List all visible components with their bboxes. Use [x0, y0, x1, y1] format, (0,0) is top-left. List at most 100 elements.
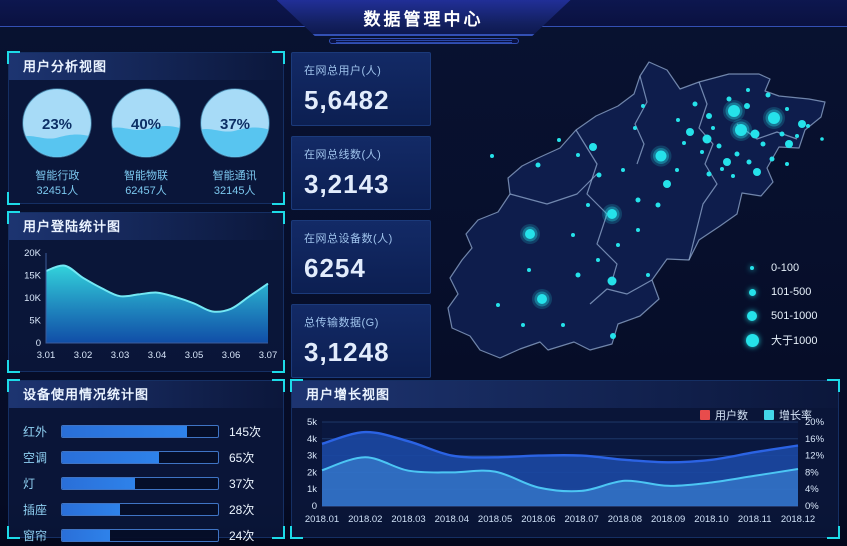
growth-legend-label: 增长率: [779, 410, 812, 422]
province-border: [589, 279, 653, 305]
liquid-gauge: 37% 智能通讯 32145人: [191, 86, 279, 199]
map-legend-label: 0-100: [771, 262, 800, 274]
svg-text:2018.04: 2018.04: [435, 514, 469, 525]
device-bar-fill: [62, 503, 120, 515]
device-bar-fill: [62, 425, 187, 437]
device-label: 空调: [23, 450, 48, 465]
stat-label: 在网总线数(人): [304, 149, 382, 161]
device-bar-fill: [62, 529, 111, 541]
gauge-label: 智能通讯 32145人: [212, 170, 257, 197]
svg-text:4k: 4k: [307, 434, 317, 445]
device-value: 37次: [229, 476, 255, 491]
svg-text:0: 0: [36, 338, 41, 349]
svg-text:2018.12: 2018.12: [781, 514, 815, 525]
stat-card: 在网总设备数(人) 6254: [291, 220, 431, 294]
page-title: 数据管理中心: [363, 9, 484, 29]
map-legend-item: 501-1000: [743, 304, 818, 328]
stat-label: 在网总用户(人): [304, 65, 382, 77]
svg-text:3.05: 3.05: [185, 350, 204, 361]
svg-text:3.01: 3.01: [37, 350, 56, 361]
svg-text:2018.10: 2018.10: [694, 514, 728, 525]
stat-value: 3,2143: [304, 169, 390, 199]
gauge-label: 智能行政 32451人: [35, 170, 80, 197]
device-label: 插座: [23, 502, 48, 517]
svg-text:20K: 20K: [24, 248, 42, 259]
device-label: 红外: [23, 424, 48, 439]
province-border: [736, 123, 798, 140]
svg-text:2018.07: 2018.07: [564, 514, 598, 525]
header-decoration: [328, 38, 519, 44]
svg-text:2018.02: 2018.02: [348, 514, 382, 525]
stat-card: 在网总用户(人) 5,6482: [291, 52, 431, 126]
svg-text:2018.09: 2018.09: [651, 514, 685, 525]
login-area-chart: 0 5K 10K 15K 20K 3.01 3.02 3.03 3.04 3.05 3.06 3.07: [24, 248, 278, 361]
device-row: 红外 145次: [23, 418, 269, 444]
legend-swatch-icon: [764, 410, 774, 420]
map-outline: [447, 61, 826, 359]
legend-dot-icon: [750, 266, 754, 270]
gauge-percent: 40%: [131, 116, 161, 133]
device-label: 窗帘: [23, 528, 48, 543]
province-border: [634, 75, 648, 165]
map-legend-label: 501-1000: [771, 310, 818, 322]
gauge-label: 智能物联 62457人: [123, 170, 168, 197]
gauge-percent: 23%: [42, 116, 72, 133]
stat-card: 在网总线数(人) 3,2143: [291, 136, 431, 210]
svg-text:2018.03: 2018.03: [391, 514, 425, 525]
device-bar-track: [61, 450, 219, 464]
svg-text:20%: 20%: [805, 417, 825, 428]
svg-text:3.07: 3.07: [259, 350, 278, 361]
panel-title-user-growth: 用户增长视图: [292, 381, 838, 408]
panel-user-growth: 用户增长视图 用户数 增长率 0 1k 2k 3k 4k 5k 0% 4% 8% 12% 16% 20%…: [290, 379, 840, 539]
region-map: 0-100 101-500 501-1000 大于1000: [437, 44, 839, 376]
stat-value: 5,6482: [304, 85, 390, 115]
device-row: 插座 28次: [23, 496, 269, 522]
growth-chart-legend: 用户数 增长率: [700, 407, 812, 423]
device-value: 145次: [229, 424, 262, 439]
svg-text:2018.06: 2018.06: [521, 514, 555, 525]
legend-dot-icon: [745, 333, 759, 347]
svg-text:3.03: 3.03: [111, 350, 130, 361]
growth-legend-item[interactable]: 增长率: [764, 407, 812, 423]
province-border: [688, 81, 718, 261]
device-label: 灯: [23, 476, 36, 491]
svg-text:10K: 10K: [24, 293, 42, 304]
device-bar-fill: [62, 451, 159, 463]
map-scatter-points: [490, 88, 824, 339]
legend-swatch-icon: [700, 410, 710, 420]
map-legend: 0-100 101-500 501-1000 大于1000: [743, 256, 818, 352]
svg-text:3.04: 3.04: [148, 350, 167, 361]
panel-user-analysis: 用户分析视图 23% 智能行政 32451人 40% 智能物联 62457人 37% 智能通讯…: [7, 51, 285, 205]
device-bar-track: [61, 502, 219, 516]
map-legend-label: 大于1000: [771, 335, 818, 347]
device-bar-list: 红外 145次空调 65次灯 37次插座 28次窗帘 24次: [9, 408, 283, 546]
svg-text:3.02: 3.02: [74, 350, 93, 361]
stat-value: 3,1248: [304, 337, 390, 367]
growth-legend-label: 用户数: [715, 410, 748, 422]
device-row: 窗帘 24次: [23, 522, 269, 546]
stat-card-column: 在网总用户(人) 5,6482 在网总线数(人) 3,2143 在网总设备数(人) 625…: [291, 52, 431, 378]
device-value: 65次: [229, 450, 255, 465]
svg-text:4%: 4%: [805, 484, 819, 495]
header-title-plate: 数据管理中心: [276, 0, 571, 36]
device-bar-fill: [62, 477, 136, 489]
map-svg: [447, 61, 826, 359]
device-value: 28次: [229, 502, 255, 517]
map-legend-item: 101-500: [743, 280, 818, 304]
map-legend-item: 大于1000: [743, 328, 818, 352]
device-row: 空调 65次: [23, 444, 269, 470]
svg-text:2018.01: 2018.01: [305, 514, 339, 525]
liquid-gauge: 40% 智能物联 62457人: [102, 86, 190, 199]
svg-text:8%: 8%: [805, 467, 819, 478]
growth-legend-item[interactable]: 用户数: [700, 407, 748, 423]
gauge-percent: 37%: [220, 116, 250, 133]
device-bar-track: [61, 528, 219, 542]
panel-title-user-analysis: 用户分析视图: [9, 53, 283, 80]
svg-text:2018.05: 2018.05: [478, 514, 512, 525]
panel-login-stats: 用户登陆统计图 0 5K 10K 15K 20K 3.01 3.02 3.03 3.04 3.05…: [7, 211, 285, 373]
gauge-row: 23% 智能行政 32451人 40% 智能物联 62457人 37% 智能通讯 32145人: [9, 80, 283, 199]
svg-text:2018.08: 2018.08: [608, 514, 642, 525]
map-legend-label: 101-500: [771, 286, 812, 298]
svg-text:5K: 5K: [29, 316, 41, 327]
